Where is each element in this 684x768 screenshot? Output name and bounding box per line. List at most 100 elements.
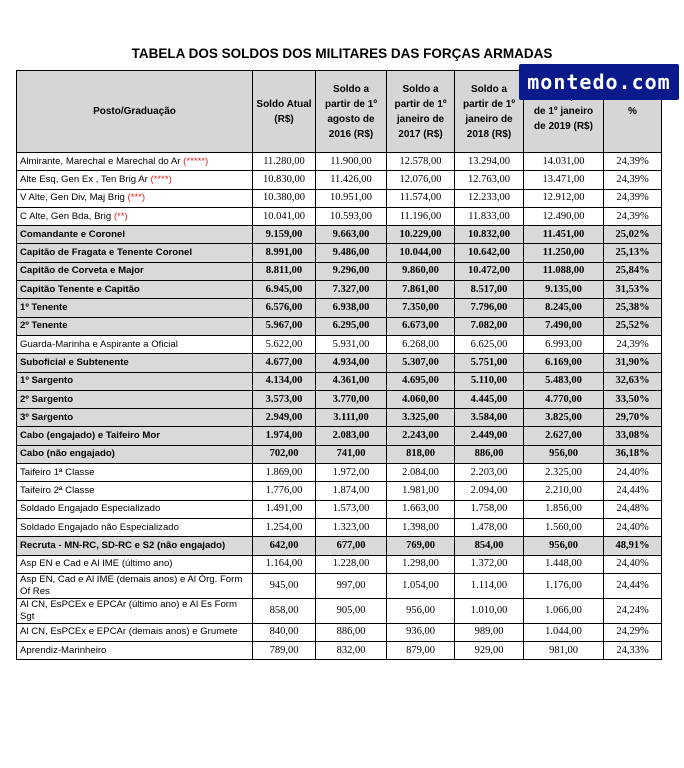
posto-label: 2º Tenente (20, 320, 68, 332)
watermark-logo: montedo.com (519, 64, 679, 100)
cell-pct: 25,38% (603, 298, 662, 318)
cell-pct: 36,18% (603, 444, 662, 465)
cell-jan2019: 6.169,00 (523, 353, 604, 373)
cell-jan2018: 7.082,00 (454, 316, 524, 336)
cell-jan2019: 2.210,00 (523, 481, 604, 501)
cell-atual: 10.380,00 (252, 188, 316, 208)
table-row: Almirante, Marechal e Marechal do Ar (**… (16, 151, 662, 172)
cell-atual: 4.134,00 (252, 371, 316, 391)
cell-pct: 24,40% (603, 517, 662, 538)
table-header: Posto/Graduação Soldo Atual (R$) Soldo a… (16, 70, 662, 153)
cell-jan2019: 14.031,00 (523, 151, 604, 172)
cell-posto: Cabo (engajado) e Taifeiro Mor (16, 426, 253, 446)
cell-pct: 24,39% (603, 170, 662, 190)
posto-label: Recruta - MN-RC, SD-RC e S2 (não engajad… (20, 539, 226, 551)
cell-jan2019: 7.490,00 (523, 316, 604, 336)
posto-label: Cabo (engajado) e Taifeiro Mor (20, 430, 161, 442)
cell-jan2018: 2.449,00 (454, 426, 524, 446)
cell-atual: 3.573,00 (252, 389, 316, 410)
cell-pct: 25,84% (603, 261, 662, 282)
cell-jan2019: 3.825,00 (523, 408, 604, 428)
cell-pct: 29,70% (603, 408, 662, 428)
cell-pct: 24,24% (603, 597, 662, 624)
cell-jan2019: 11.088,00 (523, 261, 604, 282)
cell-ago2016: 9.296,00 (315, 261, 387, 282)
cell-pct: 33,08% (603, 426, 662, 446)
cell-posto: Almirante, Marechal e Marechal do Ar (**… (16, 151, 253, 172)
cell-atual: 9.159,00 (252, 225, 316, 245)
table-row: 2º Sargento 3.573,00 3.770,00 4.060,00 4.445… (16, 389, 662, 410)
table-row: Cabo (não engajado) 702,00 741,00 818,00 886… (16, 444, 662, 465)
cell-posto: Asp EN, Cad e Al IME (demais anos) e Al … (16, 572, 253, 599)
cell-jan2017: 879,00 (386, 641, 455, 661)
cell-jan2017: 7.861,00 (386, 280, 455, 300)
cell-posto: C Alte, Gen Bda, Brig (**) (16, 206, 253, 227)
cell-jan2019: 981,00 (523, 641, 604, 661)
cell-jan2019: 13.471,00 (523, 170, 604, 190)
cell-pct: 32,63% (603, 371, 662, 391)
cell-ago2016: 3.111,00 (315, 408, 387, 428)
cell-posto: Aprendiz-Marinheiro (16, 641, 253, 661)
cell-atual: 5.967,00 (252, 316, 316, 336)
cell-jan2019: 956,00 (523, 536, 604, 556)
cell-jan2019: 9.135,00 (523, 280, 604, 300)
posto-label: Capitão Tenente e Capitão (20, 283, 140, 295)
cell-jan2017: 818,00 (386, 444, 455, 465)
cell-pct: 24,48% (603, 499, 662, 519)
cell-pct: 33,50% (603, 389, 662, 410)
cell-jan2018: 10.642,00 (454, 243, 524, 263)
cell-ago2016: 4.361,00 (315, 371, 387, 391)
table-row: Alte Esq, Gen Ex , Ten Brig Ar (****) 10.… (16, 170, 662, 190)
cell-jan2019: 2.325,00 (523, 463, 604, 483)
cell-atual: 2.949,00 (252, 408, 316, 428)
posto-label: 1º Tenente (20, 302, 68, 314)
cell-pct: 25,13% (603, 243, 662, 263)
cell-ago2016: 10.951,00 (315, 188, 387, 208)
cell-atual: 840,00 (252, 622, 316, 643)
cell-ago2016: 832,00 (315, 641, 387, 661)
cell-posto: 1º Sargento (16, 371, 253, 391)
cell-pct: 48,91% (603, 536, 662, 556)
cell-jan2017: 936,00 (386, 622, 455, 643)
table-row: Taifeiro 2ª Classe 1.776,00 1.874,00 1.981,… (16, 481, 662, 501)
cell-ago2016: 9.486,00 (315, 243, 387, 263)
cell-jan2018: 854,00 (454, 536, 524, 556)
posto-label: Soldado Engajado não Especializado (20, 521, 179, 533)
cell-ago2016: 6.938,00 (315, 298, 387, 318)
cell-jan2018: 1.758,00 (454, 499, 524, 519)
cell-pct: 31,90% (603, 353, 662, 373)
posto-label: Almirante, Marechal e Marechal do Ar (20, 155, 181, 167)
table-row: Capitão de Corveta e Major 8.811,00 9.296,… (16, 261, 662, 282)
cell-jan2018: 4.445,00 (454, 389, 524, 410)
cell-atual: 6.576,00 (252, 298, 316, 318)
cell-ago2016: 4.934,00 (315, 353, 387, 373)
cell-atual: 945,00 (252, 572, 316, 599)
cell-jan2019: 1.448,00 (523, 554, 604, 574)
cell-jan2017: 6.673,00 (386, 316, 455, 336)
cell-ago2016: 997,00 (315, 572, 387, 599)
posto-label: Asp EN, Cad e Al IME (demais anos) e Al … (20, 573, 243, 597)
posto-label: Asp EN e Cad e Al IME (último ano) (20, 558, 173, 570)
cell-jan2017: 12.578,00 (386, 151, 455, 172)
cell-ago2016: 11.900,00 (315, 151, 387, 172)
cell-atual: 11.280,00 (252, 151, 316, 172)
cell-jan2019: 2.627,00 (523, 426, 604, 446)
cell-jan2019: 11.250,00 (523, 243, 604, 263)
table-row: Taifeiro 1ª Classe 1.869,00 1.972,00 2.084,… (16, 463, 662, 483)
posto-label: C Alte, Gen Bda, Brig (20, 210, 112, 222)
cell-atual: 8.811,00 (252, 261, 316, 282)
table-row: Al CN, EsPCEx e EPCAr (demais anos) e Gr… (16, 622, 662, 643)
cell-posto: Al CN, EsPCEx e EPCAr (último ano) e Al … (16, 597, 253, 624)
cell-pct: 24,44% (603, 481, 662, 501)
cell-ago2016: 6.295,00 (315, 316, 387, 336)
cell-pct: 24,40% (603, 554, 662, 574)
posto-label: Capitão de Corveta e Major (20, 265, 144, 277)
table-row: Guarda-Marinha e Aspirante a Oficial 5.62… (16, 334, 662, 355)
cell-ago2016: 2.083,00 (315, 426, 387, 446)
cell-jan2018: 3.584,00 (454, 408, 524, 428)
cell-jan2019: 12.490,00 (523, 206, 604, 227)
cell-pct: 24,39% (603, 206, 662, 227)
cell-posto: 1º Tenente (16, 298, 253, 318)
cell-jan2018: 8.517,00 (454, 280, 524, 300)
table-row: 2º Tenente 5.967,00 6.295,00 6.673,00 7.082,… (16, 316, 662, 336)
